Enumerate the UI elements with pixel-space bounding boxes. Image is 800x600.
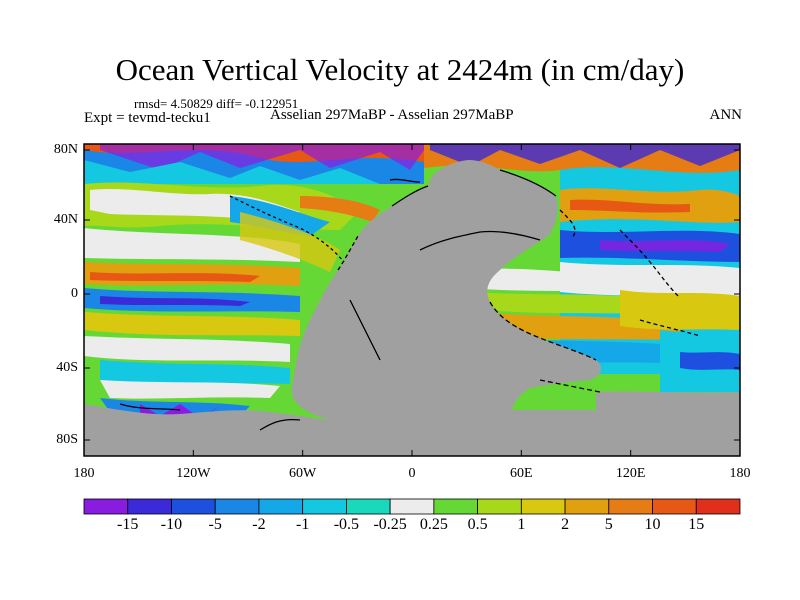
- colorbar-swatch: [258, 498, 304, 515]
- lon-tick-label: 180: [729, 466, 751, 481]
- colorbar-label: 1: [517, 516, 526, 533]
- colorbar-swatch: [608, 498, 653, 515]
- experiment-label: Expt = tevmd-tecku1: [84, 110, 211, 126]
- colorbar-swatch: [695, 498, 741, 515]
- lon-tick-label: 60E: [510, 466, 533, 481]
- lon-tick-label: 120W: [176, 466, 211, 481]
- colorbar-label: 10: [644, 516, 661, 533]
- colorbar-label: -15: [117, 516, 139, 533]
- colorbar-label: 5: [604, 516, 613, 533]
- lat-tick-label: 0: [71, 286, 78, 301]
- colorbar-label: -1: [295, 516, 310, 533]
- season-label: ANN: [709, 107, 743, 123]
- colorbar-label: -10: [160, 516, 183, 533]
- colorbar-swatch: [433, 498, 479, 515]
- colorbar-label: -0.25: [373, 516, 407, 533]
- tick-marks: [83, 144, 741, 456]
- colorbar: [83, 498, 741, 515]
- colorbar-label: -2: [252, 516, 266, 533]
- map-plot-area: [84, 144, 740, 456]
- lat-tick-label: 80S: [56, 432, 78, 447]
- colorbar-swatch: [302, 498, 347, 515]
- eastern-ocean-field: [424, 144, 740, 392]
- lon-tick-label: 60W: [289, 466, 317, 481]
- coastline-detail: [119, 169, 701, 431]
- chart-title: Ocean Vertical Velocity at 2424m (in cm/…: [115, 52, 685, 87]
- colorbar-label: 0.25: [419, 516, 448, 533]
- colorbar-label: 0.5: [467, 516, 488, 533]
- colorbar-swatch: [477, 498, 522, 515]
- colorbar-label: -5: [208, 516, 222, 533]
- lon-tick-label: 180: [73, 466, 95, 481]
- pangaea-land: [291, 160, 740, 456]
- colorbar-swatch: [564, 498, 610, 515]
- southern-ocean-land: [84, 404, 330, 456]
- colorbar-swatch: [83, 498, 129, 515]
- lon-tick-label: 120E: [615, 466, 646, 481]
- colorbar-label: -0.5: [333, 516, 360, 533]
- eastern-southern-land: [596, 391, 740, 410]
- colorbar-label: 2: [561, 516, 570, 533]
- colorbar-swatch: [171, 498, 216, 515]
- stats-text: rmsd= 4.50829 diff= -0.122951: [134, 96, 299, 111]
- colorbar-swatch: [389, 498, 435, 515]
- comparison-label: Asselian 297MaBP - Asselian 297MaBP: [270, 107, 514, 123]
- lon-tick-label: 0: [408, 466, 416, 481]
- colorbar-swatch: [345, 498, 391, 515]
- colorbar-swatch: [127, 498, 172, 515]
- lat-tick-label: 40S: [56, 360, 78, 375]
- colorbar-label: 15: [688, 516, 705, 533]
- colorbar-swatch: [652, 498, 697, 515]
- colorbar-swatch: [214, 498, 260, 515]
- colorbar-swatch: [520, 498, 566, 515]
- lat-tick-label: 80N: [53, 142, 78, 157]
- lat-tick-label: 40N: [53, 212, 78, 227]
